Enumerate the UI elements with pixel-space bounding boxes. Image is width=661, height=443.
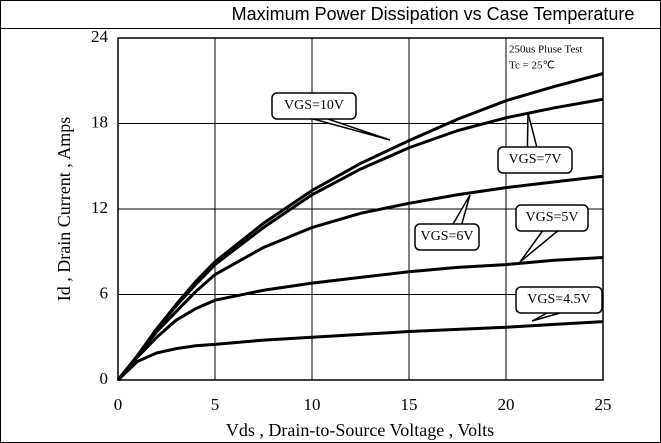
legend-label: VGS=4.5V — [527, 292, 591, 307]
x-axis-label: Vds , Drain-to-Source Voltage , Volts — [226, 420, 494, 440]
legend-label: VGS=5V — [525, 210, 578, 225]
series-line — [116, 174, 604, 381]
x-tick-label: 25 — [595, 395, 612, 414]
x-tick-label: 0 — [114, 395, 123, 414]
x-tick-label: 20 — [498, 395, 515, 414]
series-line — [116, 97, 604, 381]
legend-label: VGS=7V — [508, 152, 561, 167]
callout-box — [515, 286, 603, 314]
y-tick-label: 0 — [100, 369, 109, 388]
y-tick-label: 6 — [100, 283, 109, 302]
chart-title: Maximum Power Dissipation vs Case Temper… — [232, 4, 635, 24]
y-tick-label: 12 — [91, 198, 108, 217]
callout-box — [515, 204, 589, 232]
y-tick-label: 24 — [91, 27, 109, 46]
x-tick-label: 10 — [304, 395, 321, 414]
annotation: 250us Pluse Test — [509, 44, 583, 56]
callout-box — [414, 223, 480, 251]
callout-pointer — [305, 116, 391, 141]
series-line — [116, 320, 604, 382]
annotation: Tc = 25℃ — [509, 60, 555, 72]
legend-label: VGS=10V — [284, 98, 344, 113]
x-tick-label: 5 — [211, 395, 220, 414]
callout-box — [271, 92, 357, 120]
callout-box — [497, 146, 573, 174]
y-axis-label: Id , Drain Current , Amps — [54, 117, 74, 301]
plot-border — [117, 37, 604, 381]
series-line — [116, 255, 604, 381]
y-tick-label: 18 — [91, 112, 108, 131]
legend-label: VGS=6V — [420, 229, 473, 244]
callout-pointer — [519, 228, 563, 263]
x-tick-label: 15 — [401, 395, 418, 414]
